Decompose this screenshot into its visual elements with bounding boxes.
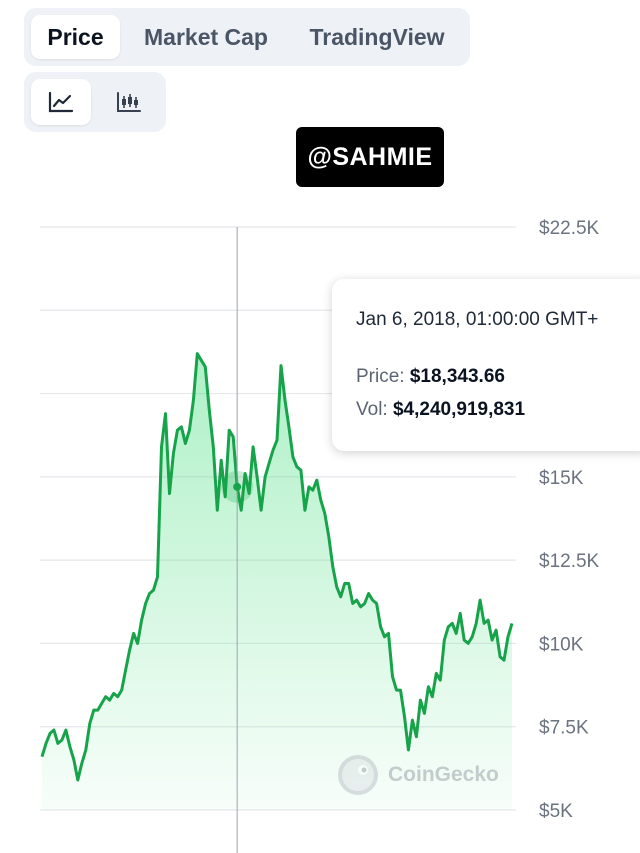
y-tick-label: $10K [539,634,584,655]
line-chart-icon [48,91,74,113]
coingecko-logo-icon [338,755,378,795]
y-tick-label: $12.5K [539,551,600,572]
tooltip-price-row: Price: $18,343.66 [356,366,505,388]
price-tooltip: Jan 6, 2018, 01:00:00 GMT+ Price: $18,34… [332,279,640,451]
coingecko-branding: CoinGecko [336,752,506,798]
hover-marker [233,482,242,491]
coingecko-brand-text: CoinGecko [388,763,499,786]
candlestick-chart-button[interactable] [99,79,159,125]
tooltip-volume-value: $4,240,919,831 [392,399,526,420]
y-tick-label: $15K [539,468,584,489]
tooltip-price-value: $18,343.66 [409,366,505,387]
y-tick-label: $22.5K [539,218,600,239]
tooltip-volume-row: Vol: $4,240,919,831 [356,399,525,421]
y-tick-label: $7.5K [539,718,589,739]
chart-view-toggle [24,72,166,132]
candlestick-chart-icon [117,92,141,112]
y-tick-label: $5K [539,801,573,822]
chart-mode-tabs: Price Market Cap TradingView [24,8,470,66]
price-area-fill [42,353,512,810]
tab-tradingview[interactable]: TradingView [309,24,445,50]
tooltip-volume-label: Vol: [356,399,388,420]
tab-market-cap[interactable]: Market Cap [144,24,268,50]
tooltip-price-label: Price: [356,366,405,387]
line-chart-button[interactable] [31,79,91,125]
tooltip-date: Jan 6, 2018, 01:00:00 GMT+ [356,309,599,330]
tab-price[interactable]: Price [31,15,120,59]
watermark-label: @SAHMIE [296,127,444,187]
price-line [40,352,514,782]
